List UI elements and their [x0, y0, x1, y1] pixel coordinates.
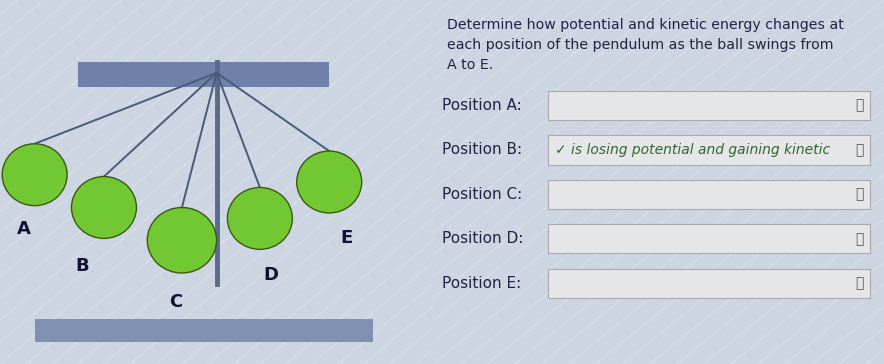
- Text: Position E:: Position E:: [442, 276, 522, 291]
- Ellipse shape: [227, 187, 293, 249]
- Text: ⌵: ⌵: [855, 99, 864, 112]
- Text: ⌵: ⌵: [855, 276, 864, 290]
- Text: Determine how potential and kinetic energy changes at
each position of the pendu: Determine how potential and kinetic ener…: [446, 18, 843, 72]
- Text: Position D:: Position D:: [442, 231, 523, 246]
- FancyBboxPatch shape: [548, 135, 871, 165]
- Ellipse shape: [2, 144, 67, 206]
- Text: D: D: [263, 266, 278, 284]
- Text: Position B:: Position B:: [442, 142, 522, 158]
- Ellipse shape: [148, 207, 217, 273]
- Text: A: A: [17, 220, 31, 238]
- Text: E: E: [340, 229, 353, 247]
- Text: ⌵: ⌵: [855, 232, 864, 246]
- Text: Position A:: Position A:: [442, 98, 522, 113]
- Text: Position C:: Position C:: [442, 187, 522, 202]
- FancyBboxPatch shape: [34, 318, 372, 342]
- FancyBboxPatch shape: [78, 62, 329, 87]
- Text: ⌵: ⌵: [855, 143, 864, 157]
- FancyBboxPatch shape: [548, 269, 871, 298]
- FancyBboxPatch shape: [548, 91, 871, 120]
- Text: ⌵: ⌵: [855, 187, 864, 201]
- Text: ✓ is losing potential and gaining kinetic: ✓ is losing potential and gaining kineti…: [555, 143, 830, 157]
- Ellipse shape: [72, 177, 136, 238]
- FancyBboxPatch shape: [548, 224, 871, 253]
- FancyBboxPatch shape: [548, 180, 871, 209]
- Text: C: C: [169, 293, 182, 311]
- Ellipse shape: [297, 151, 362, 213]
- Text: B: B: [75, 257, 89, 274]
